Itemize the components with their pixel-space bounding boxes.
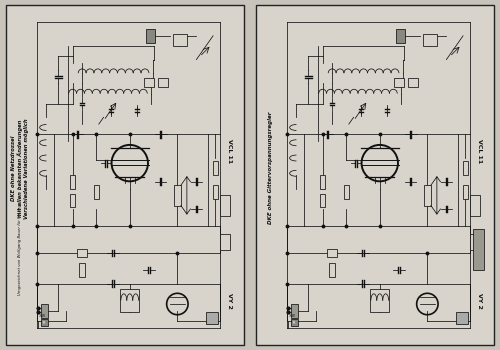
Text: IR: IR	[42, 321, 46, 325]
Bar	[70, 194, 75, 207]
Bar	[328, 249, 337, 257]
Bar	[290, 304, 298, 317]
Text: DKE ohne Gittervorspannungsregler: DKE ohne Gittervorspannungsregler	[268, 112, 273, 224]
Text: VCL 11: VCL 11	[477, 139, 482, 163]
Bar	[212, 161, 218, 175]
Bar	[220, 234, 230, 250]
Bar	[94, 185, 100, 199]
Bar	[220, 195, 230, 216]
Bar	[422, 34, 437, 46]
Bar	[344, 185, 349, 199]
Text: 75W: 75W	[288, 314, 296, 318]
Bar	[470, 195, 480, 216]
Bar	[424, 185, 431, 205]
Bar	[120, 289, 140, 313]
Text: VCL 11: VCL 11	[227, 139, 232, 163]
Bar	[206, 313, 218, 324]
Bar	[462, 161, 468, 175]
Bar	[78, 249, 87, 257]
Bar	[462, 185, 468, 199]
Bar	[144, 78, 154, 87]
Text: 75W: 75W	[38, 314, 46, 318]
Bar	[146, 29, 155, 43]
Bar	[70, 175, 75, 189]
Bar	[394, 78, 404, 87]
Bar	[80, 263, 85, 277]
Bar	[472, 229, 484, 270]
Bar	[212, 185, 218, 199]
Text: IR: IR	[292, 321, 296, 325]
Text: VY 2: VY 2	[477, 293, 482, 309]
Text: DKE ohne Netzdrossel
mit allen bekannten Änderungen
Verschiedene Variationen mög: DKE ohne Netzdrossel mit allen bekannten…	[12, 118, 29, 218]
Bar	[456, 313, 468, 324]
Bar	[320, 194, 326, 207]
Bar	[330, 263, 335, 277]
Bar	[470, 234, 480, 250]
Bar	[172, 34, 187, 46]
Text: VY 2: VY 2	[227, 293, 232, 309]
Text: Umgezeichnet von Wolfgang Bauer für RM.org: Umgezeichnet von Wolfgang Bauer für RM.o…	[18, 204, 22, 295]
Bar	[174, 185, 181, 205]
Bar	[396, 29, 404, 43]
Bar	[158, 78, 168, 87]
Bar	[40, 319, 48, 326]
Bar	[408, 78, 418, 87]
Bar	[370, 289, 390, 313]
Bar	[6, 5, 244, 345]
Bar	[40, 304, 48, 317]
Bar	[290, 319, 298, 326]
Bar	[320, 175, 326, 189]
Bar	[256, 5, 494, 345]
